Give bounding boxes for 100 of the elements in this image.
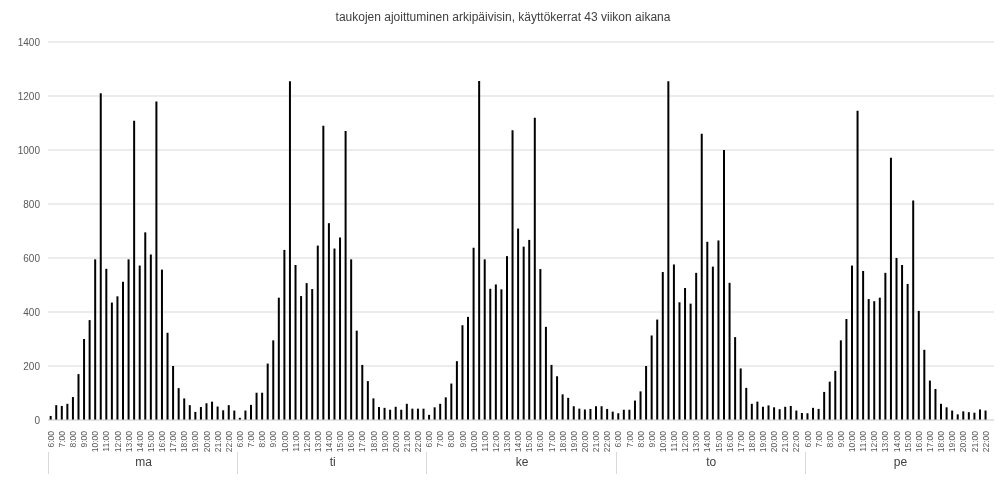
x-tick-label: 21:00	[591, 430, 602, 453]
x-tick-label: 22:00	[223, 430, 234, 453]
bar	[789, 405, 792, 420]
bar	[633, 400, 636, 420]
x-tick-label: 20:00	[201, 430, 212, 453]
x-tick-label: 17:00	[925, 430, 936, 453]
x-tick-label: 13:00	[312, 430, 323, 453]
bar	[344, 131, 347, 420]
bar	[199, 407, 202, 420]
y-tick-label: 1000	[17, 144, 41, 156]
x-tick-label: 12:00	[490, 430, 501, 453]
x-tick-label: 15:00	[713, 430, 724, 453]
bar	[361, 364, 364, 420]
bar	[339, 237, 342, 420]
bar	[828, 381, 831, 420]
x-tick-label: 12:00	[680, 430, 691, 453]
y-tick-label: 800	[23, 198, 41, 210]
bar	[450, 383, 453, 420]
bar	[834, 370, 837, 420]
bar	[600, 406, 603, 420]
x-tick-label: 10:00	[90, 430, 101, 453]
bar	[177, 388, 180, 420]
bar	[639, 391, 642, 420]
bar	[661, 272, 664, 420]
x-tick-label: 16:00	[724, 430, 735, 453]
bar	[144, 232, 147, 420]
bar	[433, 407, 436, 420]
y-tick-label: 0	[34, 414, 41, 426]
bar	[917, 310, 920, 420]
x-tick-label: 6:00	[613, 430, 624, 448]
x-tick-label: 12:00	[112, 430, 123, 453]
bar	[333, 248, 336, 420]
bar	[845, 319, 848, 420]
bar	[667, 81, 670, 420]
bar	[645, 366, 648, 420]
x-tick-label: 22:00	[980, 430, 991, 453]
x-tick-label: 8:00	[446, 430, 457, 448]
x-tick-label: 19:00	[568, 430, 579, 453]
x-tick-label: 22:00	[602, 430, 613, 453]
bar	[66, 403, 69, 420]
x-tick-label: 7:00	[246, 430, 257, 448]
x-tick-label: 6:00	[802, 430, 813, 448]
bar	[700, 133, 703, 420]
bar	[945, 407, 948, 420]
bar	[255, 392, 258, 420]
bar	[884, 272, 887, 420]
bar	[277, 297, 280, 420]
bar	[461, 325, 464, 420]
x-tick-label: 9:00	[646, 430, 657, 448]
bar	[767, 405, 770, 420]
bar	[572, 406, 575, 420]
x-tick-label: 18:00	[936, 430, 947, 453]
bar	[155, 101, 158, 420]
y-tick-label: 600	[23, 252, 41, 264]
bar	[539, 269, 542, 420]
x-tick-label: 11:00	[858, 430, 869, 452]
bar	[105, 268, 108, 420]
x-tick-label: 13:00	[691, 430, 702, 453]
bar	[266, 363, 269, 420]
text: ti	[237, 452, 428, 474]
x-tick-label: 14:00	[891, 430, 902, 453]
x-tick-label: 17:00	[735, 430, 746, 453]
bar	[311, 289, 314, 420]
bar	[940, 403, 943, 420]
bar	[517, 228, 520, 420]
bar	[583, 409, 586, 420]
bar	[962, 411, 965, 420]
bar	[316, 245, 319, 420]
bar	[978, 409, 981, 420]
bar	[689, 303, 692, 420]
x-tick-label: 22:00	[791, 430, 802, 453]
bar	[695, 272, 698, 420]
x-tick-label: 6:00	[234, 430, 245, 448]
bar	[127, 259, 130, 420]
x-tick-label: 18:00	[179, 430, 190, 453]
bar	[372, 398, 375, 420]
bar	[455, 361, 458, 420]
bar	[678, 302, 681, 420]
bar	[734, 337, 737, 420]
x-tick-label: 19:00	[758, 430, 769, 453]
x-tick-label: 21:00	[969, 430, 980, 453]
x-tick-label: 7:00	[435, 430, 446, 448]
bar	[717, 240, 720, 420]
x-tick-label: 16:00	[913, 430, 924, 453]
bar	[850, 265, 853, 420]
bar	[183, 398, 186, 420]
bar	[773, 407, 776, 420]
x-tick-label: 8:00	[257, 430, 268, 448]
bar	[478, 80, 481, 420]
x-tick-label: 8:00	[635, 430, 646, 448]
x-tick-label: 7:00	[56, 430, 67, 448]
bar	[923, 349, 926, 420]
bar	[322, 125, 325, 420]
bar	[728, 282, 731, 420]
bar	[567, 397, 570, 420]
bar	[383, 407, 386, 420]
x-tick-label: 20:00	[390, 430, 401, 453]
bar	[589, 408, 592, 420]
x-tick-label: 21:00	[780, 430, 791, 453]
bar	[439, 403, 442, 420]
